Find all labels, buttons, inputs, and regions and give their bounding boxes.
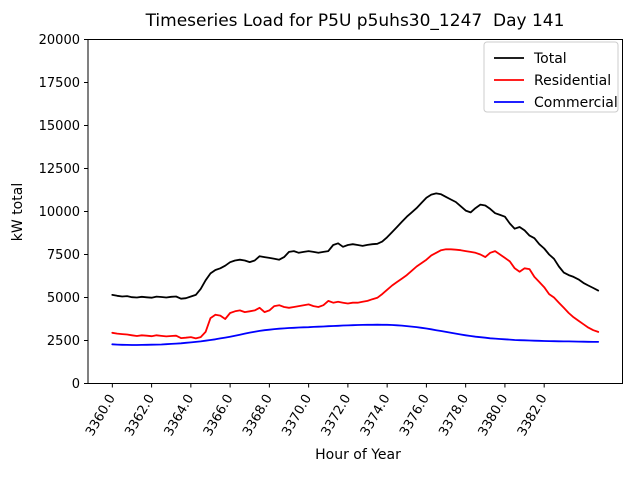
x-tick-label: 3366.0 — [201, 392, 237, 439]
y-tick-label: 15000 — [39, 119, 80, 134]
y-tick-label: 5000 — [47, 291, 80, 306]
y-tick-label: 20000 — [39, 33, 80, 48]
legend: Total Residential Commercial — [483, 41, 619, 113]
legend-label-commercial: Commercial — [534, 95, 618, 111]
data-series — [111, 192, 600, 346]
y-tick-label: 2500 — [47, 334, 80, 349]
x-tick-label: 3370.0 — [279, 392, 315, 439]
x-tick-label: 3360.0 — [83, 392, 119, 439]
commercial-line — [111, 323, 600, 346]
x-tick-label: 3374.0 — [358, 392, 394, 439]
x-tick-label: 3372.0 — [319, 392, 355, 439]
y-tick-label: 12500 — [39, 162, 80, 177]
axis-ticks: 3360.0 3362.0 3364.0 3366.0 3368.0 3370.0 3372… — [39, 33, 551, 439]
x-tick-label: 3382.0 — [515, 392, 551, 439]
y-tick-label: 7500 — [47, 248, 80, 263]
legend-label-total: Total — [533, 51, 567, 67]
y-tick-label: 0 — [72, 377, 80, 392]
x-tick-label: 3380.0 — [476, 392, 512, 439]
y-tick-label: 17500 — [39, 76, 80, 91]
x-tick-label: 3362.0 — [122, 392, 158, 439]
legend-label-residential: Residential — [534, 73, 611, 89]
x-tick-label: 3376.0 — [397, 392, 433, 439]
residential-line — [111, 248, 600, 340]
y-axis-label: kW total — [10, 183, 26, 241]
x-tick-label: 3364.0 — [162, 392, 198, 439]
x-axis-label: Hour of Year — [315, 447, 401, 463]
x-tick-label: 3368.0 — [240, 392, 276, 439]
y-tick-label: 10000 — [39, 205, 80, 220]
chart-title: Timeseries Load for P5U p5uhs30_1247 Day… — [145, 11, 565, 31]
legend-frame — [483, 41, 619, 113]
total-line — [111, 192, 600, 300]
x-tick-label: 3378.0 — [436, 392, 472, 439]
